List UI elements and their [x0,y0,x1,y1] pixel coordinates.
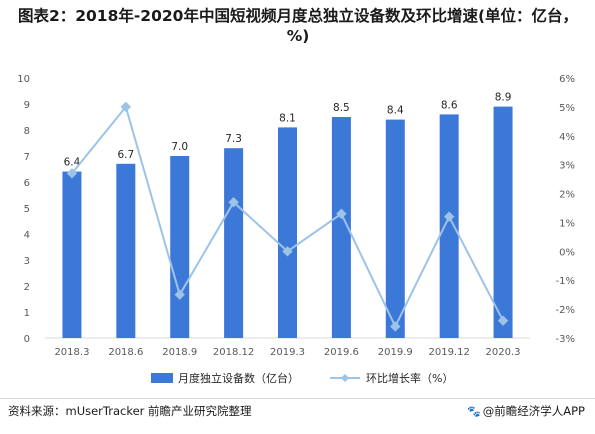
left-y-tick-label: 5 [24,204,30,215]
left-y-tick-label: 6 [24,178,30,189]
bar-data-label: 7.0 [171,141,188,153]
brand-text: @前瞻经济学人APP [482,404,585,418]
x-tick-labels: 2018.3 2018.6 2018.9 2018.12 2019.3 2019.6 201… [54,347,520,358]
bar-series [62,106,513,339]
right-y-tick-label: 0% [559,247,575,258]
bar [439,114,459,339]
legend-line-label: 环比增长率（%） [366,371,453,385]
x-tick-label: 2019.6 [324,347,359,358]
legend: 月度独立设备数（亿台） 环比增长率（%） [151,371,453,385]
bar [170,156,190,338]
x-tick-label: 2018.12 [213,347,254,358]
line-point [443,211,455,222]
bar-data-label: 8.5 [333,102,350,114]
bar [278,127,297,339]
bar [62,171,82,338]
bar-data-label: 6.4 [64,157,81,169]
left-y-tick-label: 4 [24,230,30,241]
left-y-tick-label: 7 [24,152,30,163]
left-y-tick-label: 3 [24,256,30,267]
chart-title: 图表2：2018年-2020年中国短视频月度总独立设备数及环比增速(单位：亿台，… [17,7,579,45]
x-tick-label: 2019.9 [378,347,413,358]
line-point [282,246,293,257]
right-y-tick-label: 5% [559,103,575,114]
bar-data-label: 8.9 [495,92,512,104]
left-y-tick-label: 9 [24,100,30,111]
legend-bar-label: 月度独立设备数（亿台） [178,371,299,385]
line-point [120,101,132,113]
right-y-tick-label: -2% [556,305,575,316]
bar [385,119,405,338]
paw-icon: 🐾 [467,405,481,418]
footer-divider [0,398,595,399]
left-y-tick-label: 10 [17,74,30,85]
bar-data-label: 8.6 [441,99,458,111]
x-tick-label: 2019.12 [428,347,469,358]
x-tick-label: 2018.3 [54,347,89,358]
right-y-tick-label: 2% [559,190,575,201]
bar-data-label: 8.4 [387,105,404,117]
brand-credit: 🐾 @前瞻经济学人APP [467,403,585,419]
bar-data-label: 6.7 [117,149,134,161]
x-tick-label: 2019.3 [270,347,305,358]
left-y-tick-label: 1 [24,308,30,319]
legend-bar-swatch [151,373,173,383]
combo-chart: 6.4 6.7 7.0 7.3 8.1 8.5 8.4 8.6 8.9 2018.3 2018.6… [17,74,575,385]
left-y-tick-label: 0 [24,334,30,345]
x-tick-label: 2020.3 [486,347,521,358]
bar-data-labels: 6.4 6.7 7.0 7.3 8.1 8.5 8.4 8.6 8.9 [64,92,512,169]
x-tick-label: 2018.9 [162,347,197,358]
right-y-tick-label: 6% [559,74,575,85]
right-y-tick-label: -3% [556,334,575,345]
line-point [390,321,401,332]
bar [493,106,513,338]
line-point [66,168,78,179]
bar [331,117,351,338]
bar-data-label: 8.1 [279,112,296,124]
line-point [228,197,239,208]
bar [116,163,136,338]
bar-data-label: 7.3 [225,133,242,145]
left-y-tick-label: 2 [24,282,30,293]
x-tick-label: 2018.6 [108,347,143,358]
right-y-tick-label: 1% [559,218,575,229]
line-series [66,101,509,332]
right-y-tick-label: 3% [559,161,575,172]
legend-line-marker [341,374,349,382]
left-y-tick-label: 8 [24,126,30,137]
line-point [174,289,185,300]
line-point [497,315,509,326]
bar [224,148,244,338]
source-note: 资料来源：mUserTracker 前瞻产业研究院整理 [8,404,252,418]
right-y-tick-label: -1% [556,276,575,287]
line-point [336,208,347,219]
left-y-tick-labels: 0 1 2 3 4 5 6 7 8 9 10 [17,74,30,345]
right-y-tick-label: 4% [559,132,575,143]
right-y-tick-labels: -3% -2% -1% 0% 1% 2% 3% 4% 5% 6% [556,74,575,345]
